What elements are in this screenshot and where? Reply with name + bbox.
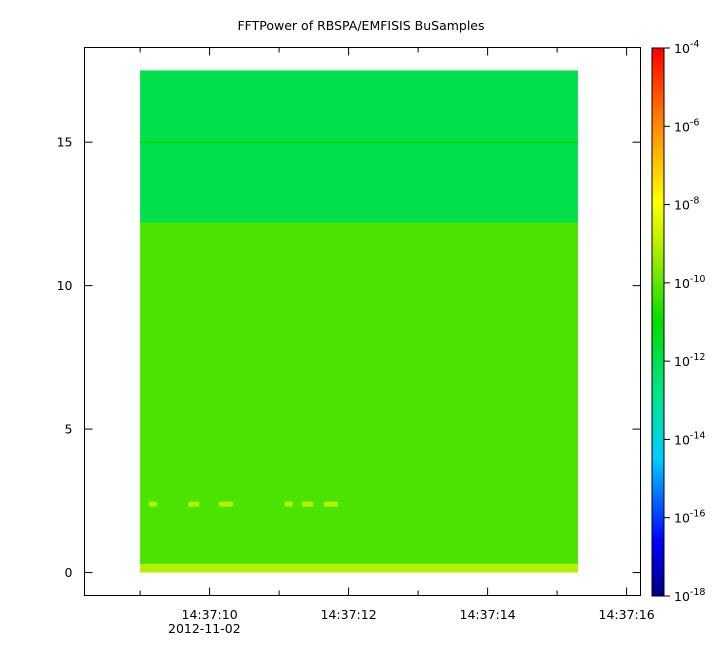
band-middle — [140, 222, 578, 564]
band-upper — [140, 70, 578, 223]
colorbar-tick-label: 10-10 — [674, 274, 705, 291]
feature-patch — [218, 501, 233, 507]
feature-patch — [323, 501, 338, 507]
x-axis: 14:37:10 14:37:12 14:37:14 14:37:16 — [139, 47, 655, 622]
x-tick-label: 14:37:16 — [599, 607, 655, 622]
y-tick-label: 0 — [65, 565, 73, 580]
feature-patch — [148, 501, 157, 507]
x-tick-label: 14:37:12 — [321, 607, 377, 622]
feature-patches — [148, 501, 338, 507]
colorbar-tick-label: 10-8 — [674, 196, 699, 213]
chart-title: FFTPower of RBSPA/EMFISIS BuSamples — [237, 18, 484, 33]
feature-patch — [302, 501, 314, 507]
colorbar-tick-label: 10-12 — [674, 352, 705, 369]
colorbar-tick-label: 10-18 — [674, 587, 705, 604]
y-axis: 0 5 10 15 — [57, 135, 641, 580]
colorbar-tick-label: 10-4 — [674, 39, 699, 56]
y-tick-label: 10 — [57, 278, 73, 293]
feature-patch — [284, 501, 293, 507]
colorbar-ticks: 10-4 10-6 10-8 10-10 10-12 10-14 10-16 10-18 — [664, 39, 705, 604]
x-axis-date-label: 2012-11-02 — [168, 621, 241, 636]
x-tick-label: 14:37:10 — [182, 607, 238, 622]
feature-patch — [188, 501, 200, 507]
colorbar-tick-label: 10-16 — [674, 509, 705, 526]
colorbar — [651, 47, 665, 597]
spectrogram-image — [140, 70, 578, 573]
colorbar-tick-label: 10-6 — [674, 117, 699, 134]
colorbar-tick-label: 10-14 — [674, 430, 705, 447]
y-tick-label: 5 — [65, 422, 73, 437]
band-lower — [140, 563, 578, 573]
y-tick-label: 15 — [57, 135, 73, 150]
x-tick-label: 14:37:14 — [460, 607, 516, 622]
